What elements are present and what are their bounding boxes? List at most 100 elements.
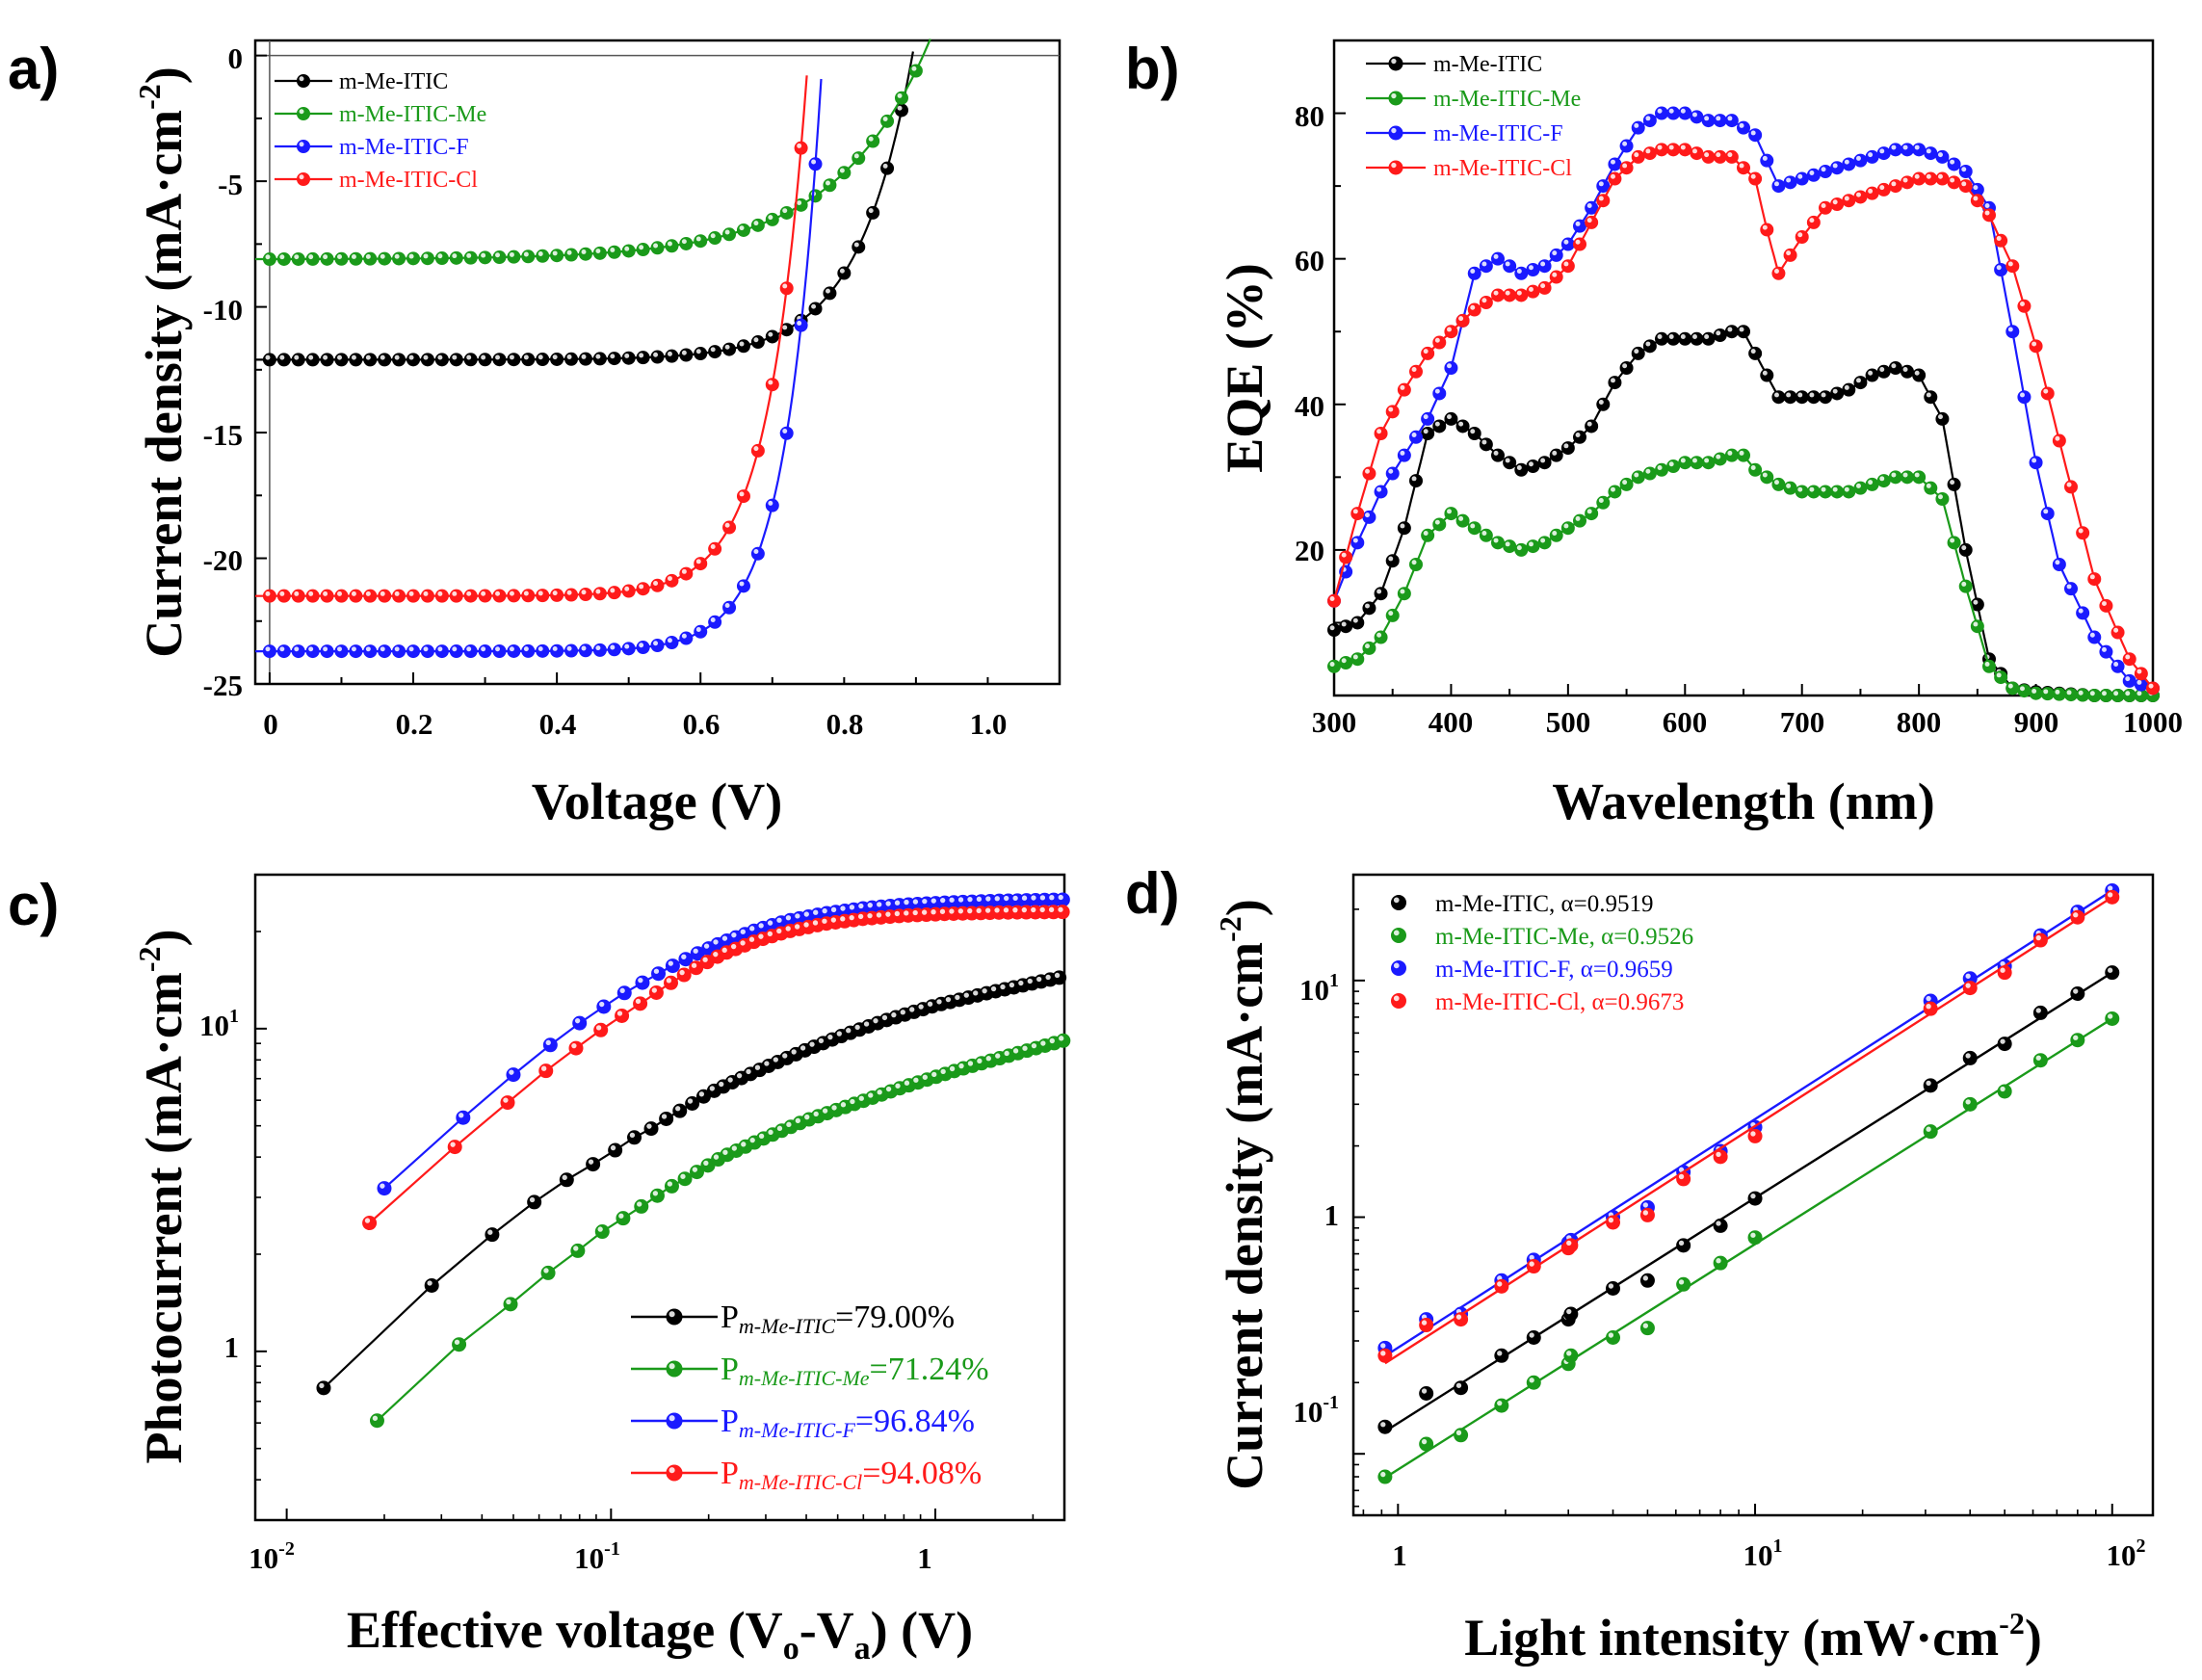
series-m-me-itic-cl-point bbox=[1549, 270, 1563, 284]
legend-label-m-me-itic-cl: Pm-Me-ITIC-Cl=94.08% bbox=[721, 1456, 982, 1494]
series-m-me-itic-cl-point bbox=[578, 588, 592, 602]
x-tick-label: 800 bbox=[1897, 705, 1942, 739]
series-m-me-itic-f-point-highlight bbox=[408, 646, 414, 652]
series-m-me-itic-point-highlight bbox=[846, 1028, 852, 1034]
legend-marker-m-me-itic-highlight bbox=[1391, 58, 1397, 65]
series-m-me-itic-cl-point-fill bbox=[392, 589, 406, 603]
panel-b-eqe: b) 300 400 500 600 700 800 900 1000 20 4… bbox=[1125, 37, 2183, 830]
series-m-me-itic-cl-point-highlight bbox=[1926, 173, 1931, 179]
series-m-me-itic-point-highlight bbox=[1938, 414, 1943, 420]
series-m-me-itic-me-point bbox=[507, 249, 521, 264]
series-m-me-itic-cl-point-highlight bbox=[423, 591, 429, 596]
series-m-me-itic-cl-point-highlight bbox=[758, 933, 764, 939]
series-m-me-itic-me-point-highlight bbox=[1844, 486, 1849, 492]
series-m-me-itic-f-point-highlight bbox=[1797, 173, 1803, 179]
series-m-me-itic-me-point-fill bbox=[378, 251, 392, 266]
series-m-me-itic-point-highlight bbox=[1481, 439, 1487, 445]
legend-marker-m-me-itic-cl bbox=[1388, 160, 1403, 175]
series-m-me-itic-cl-point-fill bbox=[1888, 179, 1902, 194]
series-m-me-itic-f-point bbox=[320, 644, 334, 659]
series-m-me-itic-point-highlight bbox=[1505, 458, 1510, 463]
series-m-me-itic-point bbox=[1819, 390, 1832, 405]
series-m-me-itic-me-point-highlight bbox=[840, 1102, 847, 1108]
series-m-me-itic-cl-point-fill bbox=[1327, 593, 1341, 608]
series-m-me-itic-cl-point-highlight bbox=[481, 591, 486, 596]
x-tick-label: 0.4 bbox=[539, 707, 577, 741]
series-m-me-itic-cl-point bbox=[291, 589, 305, 603]
series-m-me-itic-cl-point-highlight bbox=[1716, 1151, 1721, 1158]
series-m-me-itic-point-highlight bbox=[782, 1053, 788, 1059]
series-m-me-itic-me-point-fill bbox=[1666, 459, 1681, 473]
series-m-me-itic-cl-point-highlight bbox=[1529, 1261, 1534, 1267]
series-m-me-itic-cl-point-fill bbox=[1585, 215, 1599, 229]
panel-a-y-axis-title: Current density (mA·cm-2) bbox=[132, 66, 193, 658]
series-m-me-itic-point bbox=[1666, 331, 1681, 346]
series-m-me-itic-cl-point bbox=[1958, 179, 1973, 194]
series-m-me-itic-me-point-highlight bbox=[967, 1061, 974, 1066]
series-m-me-itic-cl-point-highlight bbox=[1575, 239, 1581, 245]
series-m-me-itic-point-fill bbox=[378, 353, 392, 367]
series-m-me-itic-f-point bbox=[1503, 259, 1517, 274]
series-m-me-itic-me-point bbox=[1666, 459, 1681, 473]
series-m-me-itic-cl-point bbox=[1419, 1318, 1434, 1333]
series-m-me-itic-cl-point bbox=[2029, 339, 2043, 354]
series-m-me-itic-point-fill bbox=[1842, 382, 1856, 397]
series-m-me-itic-me-point-highlight bbox=[681, 239, 687, 245]
series-m-me-itic-f-point bbox=[1385, 466, 1400, 481]
legend-marker-m-me-itic-cl-highlight bbox=[1393, 995, 1400, 1002]
series-m-me-itic-f-point-highlight bbox=[1058, 894, 1063, 901]
series-m-me-itic-point-fill bbox=[1947, 477, 1961, 491]
series-m-me-itic-f-point-highlight bbox=[931, 898, 936, 904]
series-m-me-itic-me-point bbox=[434, 251, 449, 266]
series-m-me-itic-f-point bbox=[1901, 143, 1914, 157]
series-m-me-itic-cl-point bbox=[2017, 299, 2032, 313]
series-m-me-itic-point-fill bbox=[2105, 965, 2120, 981]
series-m-me-itic-me-point-fill bbox=[276, 251, 291, 266]
series-m-me-itic-f-point-highlight bbox=[2102, 646, 2107, 652]
series-m-me-itic-cl-point-fill bbox=[276, 589, 291, 603]
series-m-me-itic-point-fill bbox=[1503, 456, 1517, 470]
series-m-me-itic-point-fill bbox=[420, 353, 434, 367]
series-m-me-itic-me-point-fill bbox=[1690, 456, 1704, 470]
series-m-me-itic-f-point-fill bbox=[722, 600, 737, 615]
tick-exp: -1 bbox=[604, 1538, 620, 1560]
series-m-me-itic-cl-point bbox=[592, 587, 607, 601]
series-m-me-itic-f-point bbox=[1935, 149, 1950, 164]
series-m-me-itic-cl-point-fill bbox=[1454, 1312, 1469, 1327]
series-m-me-itic-point-fill bbox=[1876, 364, 1891, 379]
series-m-me-itic-me-point bbox=[492, 250, 507, 265]
series-m-me-itic-me-point-fill bbox=[1608, 485, 1622, 499]
series-m-me-itic-me-point-highlight bbox=[351, 253, 356, 259]
series-m-me-itic-cl-point-highlight bbox=[1586, 218, 1592, 223]
legend-marker-m-me-itic-me-highlight bbox=[299, 109, 304, 115]
series-m-me-itic-me-point-highlight bbox=[552, 250, 558, 256]
series-m-me-itic-cl-point-highlight bbox=[2107, 892, 2113, 898]
legend-marker-m-me-itic-cl bbox=[297, 172, 310, 186]
series-m-me-itic-cl-point-highlight bbox=[1774, 269, 1779, 274]
series-m-me-itic-point-highlight bbox=[380, 354, 385, 360]
series-m-me-itic-me-point-highlight bbox=[2055, 689, 2060, 695]
series-m-me-itic-point bbox=[643, 1121, 659, 1137]
series-m-me-itic-cl-point-highlight bbox=[721, 947, 727, 953]
series-m-me-itic-f-point-fill bbox=[1409, 430, 1423, 444]
series-m-me-itic-point-highlight bbox=[595, 354, 601, 359]
series-m-me-itic-point-highlight bbox=[639, 353, 644, 358]
series-m-me-itic-cl-point-highlight bbox=[1809, 218, 1815, 223]
series-m-me-itic-cl-point-highlight bbox=[857, 913, 864, 920]
series-m-me-itic-cl-point-highlight bbox=[1821, 203, 1826, 208]
series-m-me-itic-f-point-fill bbox=[1444, 361, 1458, 375]
series-m-me-itic-cl-point bbox=[1666, 143, 1681, 157]
series-m-me-itic-me-point-highlight bbox=[1423, 531, 1429, 536]
series-m-me-itic-me-point-highlight bbox=[768, 215, 773, 221]
series-m-me-itic-cl-point-highlight bbox=[803, 922, 809, 928]
series-m-me-itic-me-point-highlight bbox=[826, 180, 830, 186]
series-m-me-itic-me-point-fill bbox=[750, 218, 765, 232]
series-m-me-itic-f-point-fill bbox=[572, 1015, 588, 1031]
series-m-me-itic-point-highlight bbox=[2073, 988, 2079, 994]
series-m-me-itic-cl-point-fill bbox=[1642, 146, 1657, 161]
series-m-me-itic-f-point bbox=[1055, 892, 1070, 907]
series-m-me-itic-point bbox=[1760, 368, 1774, 382]
panel-c-photocurrent: c) 10-2 10-1 1 1 101 Pm-Me-ITIC=79.00% P… bbox=[8, 873, 1071, 1667]
series-m-me-itic-f-point-highlight bbox=[2136, 679, 2142, 685]
